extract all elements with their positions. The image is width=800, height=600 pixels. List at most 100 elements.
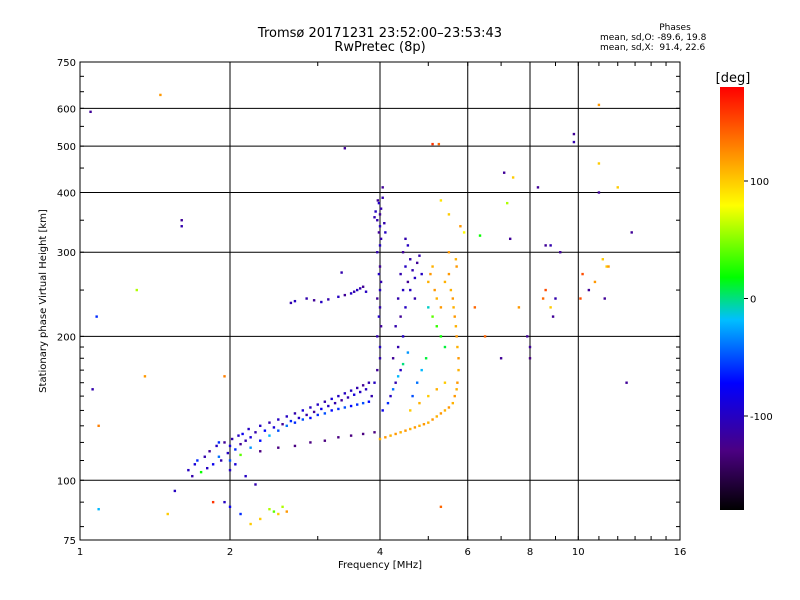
- data-point: [456, 345, 459, 349]
- data-point: [457, 368, 460, 372]
- data-point: [337, 394, 340, 398]
- phases-o-stats: mean, sd,O: -89.6, 19.8: [600, 33, 707, 43]
- data-point: [373, 381, 376, 384]
- data-point: [95, 315, 98, 318]
- x-tick-label: 1: [77, 547, 83, 558]
- data-point: [244, 439, 247, 442]
- x-tick-label: 16: [674, 547, 687, 558]
- data-point: [483, 335, 487, 338]
- data-point: [409, 288, 412, 292]
- colorbar-tick-label: 100: [750, 177, 769, 188]
- colorbar-ticks: 100 0 -100: [744, 177, 773, 423]
- chart-subtitle: RwPretec (8p): [334, 40, 426, 55]
- data-point: [228, 505, 232, 509]
- data-point: [572, 132, 576, 136]
- colorbar-tick-label: 0: [750, 295, 756, 306]
- data-point: [418, 424, 421, 428]
- data-point: [199, 470, 203, 474]
- data-point: [597, 162, 601, 165]
- x-tick-label: 8: [527, 547, 533, 558]
- data-point: [424, 357, 428, 360]
- data-point: [435, 325, 438, 328]
- data-point: [259, 439, 262, 442]
- data-point: [203, 455, 206, 458]
- data-point: [249, 446, 252, 449]
- data-point: [435, 415, 438, 418]
- data-point: [223, 375, 226, 378]
- data-point: [268, 434, 271, 437]
- data-point: [337, 436, 340, 439]
- data-point: [473, 306, 477, 309]
- data-point: [394, 381, 397, 384]
- data-point: [285, 415, 288, 418]
- data-point: [478, 234, 482, 237]
- data-point: [293, 412, 297, 415]
- x-axis-label: Frequency [MHz]: [338, 560, 422, 571]
- data-point: [370, 394, 373, 398]
- data-point: [454, 258, 458, 261]
- data-point: [378, 288, 382, 292]
- data-point: [211, 463, 215, 466]
- data-point: [427, 280, 430, 284]
- data-point: [223, 441, 226, 444]
- data-point: [337, 295, 340, 299]
- data-point: [536, 186, 540, 189]
- data-point: [327, 404, 330, 408]
- data-point: [420, 272, 423, 276]
- y-tick-label: 750: [57, 58, 76, 69]
- data-point: [173, 489, 177, 493]
- data-point: [226, 451, 230, 455]
- data-point: [297, 416, 301, 420]
- data-point: [399, 272, 402, 276]
- data-point: [211, 500, 215, 504]
- data-point: [422, 423, 426, 426]
- data-point: [217, 441, 221, 444]
- data-point: [517, 306, 521, 309]
- data-point: [343, 147, 347, 150]
- data-point: [605, 265, 608, 268]
- data-point: [415, 261, 419, 265]
- data-point: [361, 401, 365, 405]
- data-point: [505, 201, 509, 205]
- data-point: [364, 388, 368, 391]
- data-point: [454, 325, 458, 328]
- data-point: [187, 468, 190, 472]
- data-point: [399, 431, 402, 434]
- data-point: [447, 251, 451, 254]
- data-point: [413, 297, 417, 300]
- data-point: [180, 225, 183, 228]
- y-tick-label: 75: [63, 536, 76, 547]
- data-point: [394, 325, 397, 328]
- data-point: [277, 512, 280, 516]
- data-point: [355, 386, 359, 390]
- data-point: [541, 297, 545, 300]
- data-point: [439, 199, 443, 202]
- data-point: [456, 381, 459, 384]
- data-point: [259, 517, 262, 521]
- phases-x-stats: mean, sd,X: 91.4, 22.6: [600, 43, 706, 53]
- data-point: [435, 297, 438, 300]
- data-point: [352, 393, 356, 396]
- data-point: [378, 345, 382, 349]
- data-point: [453, 394, 456, 398]
- data-point: [384, 231, 387, 234]
- data-point: [159, 93, 162, 97]
- data-point: [411, 394, 414, 398]
- data-point: [508, 237, 512, 241]
- data-point: [401, 335, 405, 338]
- data-point: [511, 176, 515, 179]
- data-point: [379, 280, 383, 284]
- data-point: [254, 483, 257, 486]
- data-point: [346, 396, 350, 399]
- data-point: [378, 265, 382, 268]
- data-point: [268, 507, 271, 511]
- data-point: [409, 427, 412, 431]
- data-point: [379, 207, 383, 210]
- data-point: [379, 325, 383, 328]
- data-point: [528, 357, 532, 360]
- data-point: [309, 441, 312, 444]
- data-point: [352, 290, 356, 293]
- data-point: [455, 335, 458, 338]
- data-point: [443, 409, 447, 412]
